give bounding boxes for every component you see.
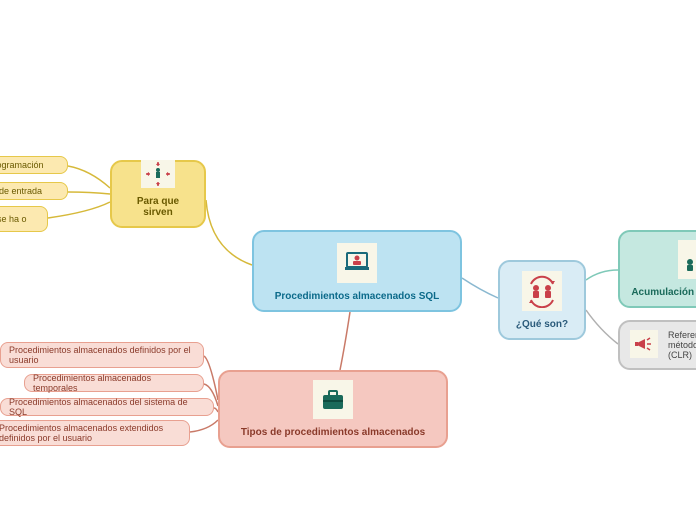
leaf-yellow-2[interactable]: grama se ha o [0,206,48,232]
node-center[interactable]: Procedimientos almacenados SQL [252,230,462,312]
node-acumulacion[interactable]: Acumulación provisional de [618,230,696,308]
node-acumulacion-label: Acumulación provisional de [630,287,696,298]
leaf-yellow-1[interactable]: metros de entrada [0,182,68,200]
target-person-icon [141,160,175,188]
leaf-pink-0[interactable]: Procedimientos almacenados definidos por… [0,342,204,368]
node-center-label: Procedimientos almacenados SQL [264,291,450,302]
node-tipos[interactable]: Tipos de procedimientos almacenados [218,370,448,448]
leaf-pink-2[interactable]: Procedimientos almacenados del sistema d… [0,398,214,416]
node-tipos-label: Tipos de procedimientos almacenados [230,427,436,438]
node-que-son-label: ¿Qué son? [510,319,574,330]
people-screen-icon [678,240,696,279]
megaphone-icon [630,330,658,358]
leaf-yellow-0[interactable]: s de programación [0,156,68,174]
node-para-que-sirven[interactable]: Para que sirven [110,160,206,228]
people-sync-icon [522,271,562,311]
briefcase-icon [313,380,353,419]
node-referencias[interactable]: Referencias a un método Language (CLR) [618,320,696,370]
node-que-son[interactable]: ¿Qué son? [498,260,586,340]
node-para-que-sirven-label: Para que sirven [122,196,194,218]
leaf-pink-3[interactable]: Procedimientos almacenados extendidos de… [0,420,190,446]
node-referencias-label: Referencias a un método Language (CLR) [668,330,696,360]
leaf-pink-1[interactable]: Procedimientos almacenados temporales [24,374,204,392]
laptop-user-icon [337,243,377,283]
